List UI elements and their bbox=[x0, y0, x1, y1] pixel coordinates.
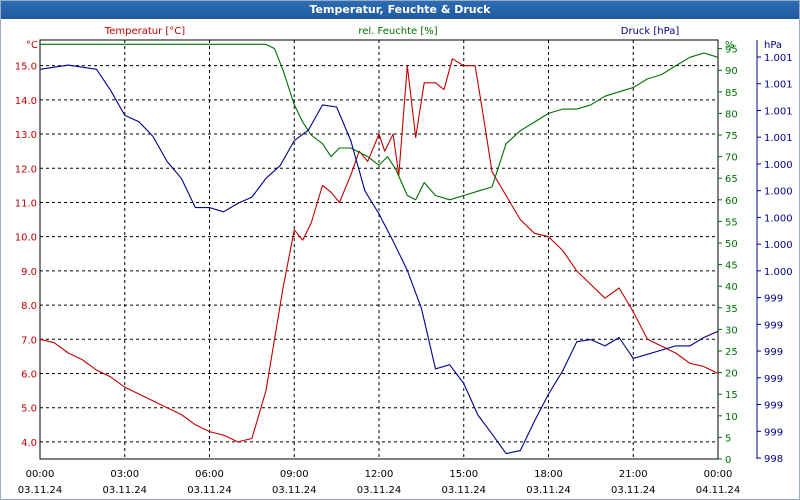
x-tick-date: 03.11.24 bbox=[18, 485, 63, 496]
temperature-tick-label: 11.0 bbox=[15, 198, 37, 209]
pressure-tick-label: 998 bbox=[764, 454, 783, 465]
pressure-tick-label: 999 bbox=[764, 427, 783, 438]
pressure-tick-label: 999 bbox=[764, 401, 783, 412]
humidity-tick-label: 50 bbox=[725, 239, 738, 250]
temperature-tick-label: 5.0 bbox=[21, 404, 37, 415]
humidity-tick-label: 80 bbox=[725, 109, 738, 120]
humidity-tick-label: 75 bbox=[725, 131, 738, 142]
humidity-tick-label: 70 bbox=[725, 153, 738, 164]
series-layer bbox=[39, 43, 719, 455]
humidity-tick-label: 25 bbox=[725, 347, 738, 358]
temperature-tick-label: 12.0 bbox=[15, 164, 37, 175]
pressure-tick-label: 999 bbox=[764, 320, 783, 331]
pressure-tick-label: 1.001 bbox=[764, 133, 793, 144]
humidity-tick-label: 85 bbox=[725, 88, 738, 99]
temperature-tick-label: 15.0 bbox=[15, 62, 37, 73]
pressure-tick-label: 1.001 bbox=[764, 106, 793, 117]
x-tick-time: 18:00 bbox=[534, 469, 563, 480]
pressure-axis-label: Druck [hPa] bbox=[621, 26, 680, 37]
pressure-tick-label: 999 bbox=[764, 347, 783, 358]
x-tick-date: 03.11.24 bbox=[611, 485, 656, 496]
x-tick-date: 03.11.24 bbox=[272, 485, 317, 496]
x-tick-date: 03.11.24 bbox=[102, 485, 147, 496]
temperature-tick-label: 6.0 bbox=[21, 369, 37, 380]
humidity-tick-label: 30 bbox=[725, 325, 738, 336]
temperature-tick-label: 4.0 bbox=[21, 438, 37, 449]
humidity-tick-label: 15 bbox=[725, 390, 738, 401]
pressure-tick-label: 999 bbox=[764, 374, 783, 385]
x-tick-time: 00:00 bbox=[26, 469, 55, 480]
window-title: Temperatur, Feuchte & Druck bbox=[1, 1, 799, 19]
humidity-series-line bbox=[40, 43, 719, 201]
pressure-tick-label: 1.000 bbox=[764, 213, 793, 224]
x-tick-time: 15:00 bbox=[449, 469, 478, 480]
temperature-tick-label: 14.0 bbox=[15, 96, 37, 107]
humidity-tick-label: 20 bbox=[725, 369, 738, 380]
temperature-tick-label: 9.0 bbox=[21, 267, 37, 278]
pressure-tick-label: 1.001 bbox=[764, 53, 793, 64]
pressure-tick-label: 1.000 bbox=[764, 187, 793, 198]
x-tick-time: 09:00 bbox=[280, 469, 309, 480]
temperature-tick-label: 8.0 bbox=[21, 301, 37, 312]
humidity-tick-label: 10 bbox=[725, 412, 738, 423]
x-tick-time: 12:00 bbox=[365, 469, 394, 480]
tick-layer: 4.0 5.0 6.0 7.0 8.0 9.0 10.0 11.0 12.0 13.0 14.0 15… bbox=[15, 40, 793, 496]
temperature-tick-label: 13.0 bbox=[15, 130, 37, 141]
pressure-tick-label: 1.001 bbox=[764, 80, 793, 91]
humidity-tick-label: 55 bbox=[725, 217, 738, 228]
temperature-series-line bbox=[39, 58, 719, 443]
x-tick-date: 03.11.24 bbox=[526, 485, 571, 496]
humidity-tick-label: 65 bbox=[725, 174, 738, 185]
temperature-axis-label: Temperatur [°C] bbox=[104, 26, 185, 37]
humidity-tick-label: 5 bbox=[725, 433, 731, 444]
temperature-tick-label: 7.0 bbox=[21, 335, 37, 346]
temperature-tick-label: 10.0 bbox=[15, 233, 37, 244]
pressure-tick-label: 1.000 bbox=[764, 267, 793, 278]
x-tick-date: 04.11.24 bbox=[696, 485, 741, 496]
pressure-tick-label: 1.000 bbox=[764, 240, 793, 251]
x-tick-date: 03.11.24 bbox=[357, 485, 402, 496]
humidity-tick-label: 45 bbox=[725, 261, 738, 272]
humidity-tick-label: 90 bbox=[725, 66, 738, 77]
humidity-tick-label: 0 bbox=[725, 455, 731, 466]
x-tick-time: 00:00 bbox=[704, 469, 733, 480]
pressure-tick-label: 999 bbox=[764, 294, 783, 305]
humidity-axis-label: rel. Feuchte [%] bbox=[358, 26, 437, 37]
humidity-tick-label: 35 bbox=[725, 304, 738, 315]
temperature-unit-label: °C bbox=[26, 40, 38, 51]
humidity-unit-label: % bbox=[725, 40, 735, 51]
x-tick-date: 03.11.24 bbox=[441, 485, 486, 496]
pressure-unit-label: hPa bbox=[764, 40, 782, 51]
x-tick-date: 03.11.24 bbox=[187, 485, 232, 496]
x-tick-time: 21:00 bbox=[619, 469, 648, 480]
humidity-tick-label: 60 bbox=[725, 196, 738, 207]
humidity-tick-label: 40 bbox=[725, 282, 738, 293]
x-tick-time: 03:00 bbox=[110, 469, 139, 480]
pressure-series-line bbox=[39, 64, 719, 455]
pressure-tick-label: 1.000 bbox=[764, 160, 793, 171]
humidity-tick-label: 95 bbox=[725, 45, 738, 56]
plot-area bbox=[39, 39, 719, 460]
grid-lines bbox=[40, 40, 718, 459]
x-tick-time: 06:00 bbox=[195, 469, 224, 480]
